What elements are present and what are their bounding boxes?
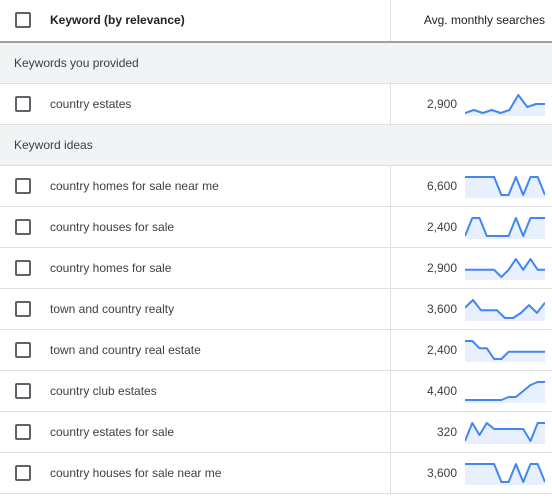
column-divider <box>390 84 391 124</box>
avg-monthly-searches-value: 320 <box>436 425 457 439</box>
keyword-checkbox[interactable] <box>15 96 31 112</box>
sparkline-area <box>465 382 545 403</box>
keyword-text: country homes for sale <box>50 261 172 275</box>
sparkline-area <box>465 95 545 116</box>
column-divider <box>390 330 391 370</box>
keyword-checkbox[interactable] <box>15 424 31 440</box>
avg-monthly-searches-value: 2,900 <box>426 97 457 111</box>
column-divider <box>390 453 391 493</box>
keyword-checkbox[interactable] <box>15 178 31 194</box>
trend-sparkline <box>465 340 545 362</box>
keyword-text: country estates for sale <box>50 425 175 439</box>
sparkline-line <box>465 176 545 196</box>
trend-sparkline <box>465 422 545 444</box>
trend-sparkline <box>465 299 545 321</box>
keyword-column-header[interactable]: Keyword (by relevance) <box>50 13 185 27</box>
column-divider <box>390 371 391 411</box>
table-body: Keywords you provided country estates 2,90… <box>0 43 552 494</box>
avg-monthly-searches-value: 4,400 <box>426 384 457 398</box>
select-all-checkbox[interactable] <box>15 12 31 28</box>
keyword-row: country club estates 4,400 <box>0 371 552 412</box>
keyword-text: country houses for sale near me <box>50 466 222 480</box>
section-label: Keywords you provided <box>14 56 139 70</box>
keyword-text: country houses for sale <box>50 220 175 234</box>
table-header: Keyword (by relevance) Avg. monthly sear… <box>0 0 552 43</box>
keyword-text: country estates <box>50 97 132 111</box>
column-divider <box>390 412 391 452</box>
column-divider <box>390 289 391 329</box>
sparkline-line <box>465 217 545 237</box>
keyword-text: town and country realty <box>50 302 175 316</box>
trend-sparkline <box>465 94 545 116</box>
sparkline-line <box>465 340 545 360</box>
trend-sparkline <box>465 463 545 485</box>
avg-monthly-searches-value: 2,400 <box>426 220 457 234</box>
keyword-row: town and country real estate 2,400 <box>0 330 552 371</box>
section-header: Keyword ideas <box>0 125 552 166</box>
keyword-text: town and country real estate <box>50 343 201 357</box>
section-header: Keywords you provided <box>0 43 552 84</box>
keyword-checkbox[interactable] <box>15 260 31 276</box>
sparkline-line <box>465 94 545 114</box>
keyword-row: country estates for sale 320 <box>0 412 552 453</box>
keyword-text: country club estates <box>50 384 157 398</box>
column-divider <box>390 166 391 206</box>
column-divider <box>390 207 391 247</box>
trend-sparkline <box>465 176 545 198</box>
section-label: Keyword ideas <box>14 138 93 152</box>
avg-monthly-searches-value: 3,600 <box>426 302 457 316</box>
avg-monthly-searches-value: 6,600 <box>426 179 457 193</box>
keyword-checkbox[interactable] <box>15 301 31 317</box>
keyword-row: country homes for sale near me 6,600 <box>0 166 552 207</box>
column-divider <box>390 248 391 288</box>
sparkline-area <box>465 423 545 444</box>
keyword-row: country estates 2,900 <box>0 84 552 125</box>
sparkline-area <box>465 259 545 280</box>
avg-monthly-searches-value: 3,600 <box>426 466 457 480</box>
trend-sparkline <box>465 258 545 280</box>
keyword-checkbox[interactable] <box>15 383 31 399</box>
column-divider <box>390 0 391 41</box>
keyword-row: country houses for sale near me 3,600 <box>0 453 552 494</box>
sparkline-line <box>465 463 545 483</box>
avg-monthly-searches-value: 2,900 <box>426 261 457 275</box>
keyword-row: country homes for sale 2,900 <box>0 248 552 289</box>
avg-monthly-searches-value: 2,400 <box>426 343 457 357</box>
avg-monthly-searches-header[interactable]: Avg. monthly searches <box>423 13 545 27</box>
keyword-row: town and country realty 3,600 <box>0 289 552 330</box>
sparkline-line <box>465 258 545 278</box>
sparkline-line <box>465 299 545 319</box>
sparkline-line <box>465 422 545 442</box>
sparkline-area <box>465 341 545 362</box>
sparkline-line <box>465 381 545 401</box>
keyword-row: country houses for sale 2,400 <box>0 207 552 248</box>
keyword-checkbox[interactable] <box>15 219 31 235</box>
keyword-text: country homes for sale near me <box>50 179 219 193</box>
trend-sparkline <box>465 217 545 239</box>
trend-sparkline <box>465 381 545 403</box>
sparkline-area <box>465 300 545 321</box>
keyword-checkbox[interactable] <box>15 465 31 481</box>
keyword-checkbox[interactable] <box>15 342 31 358</box>
